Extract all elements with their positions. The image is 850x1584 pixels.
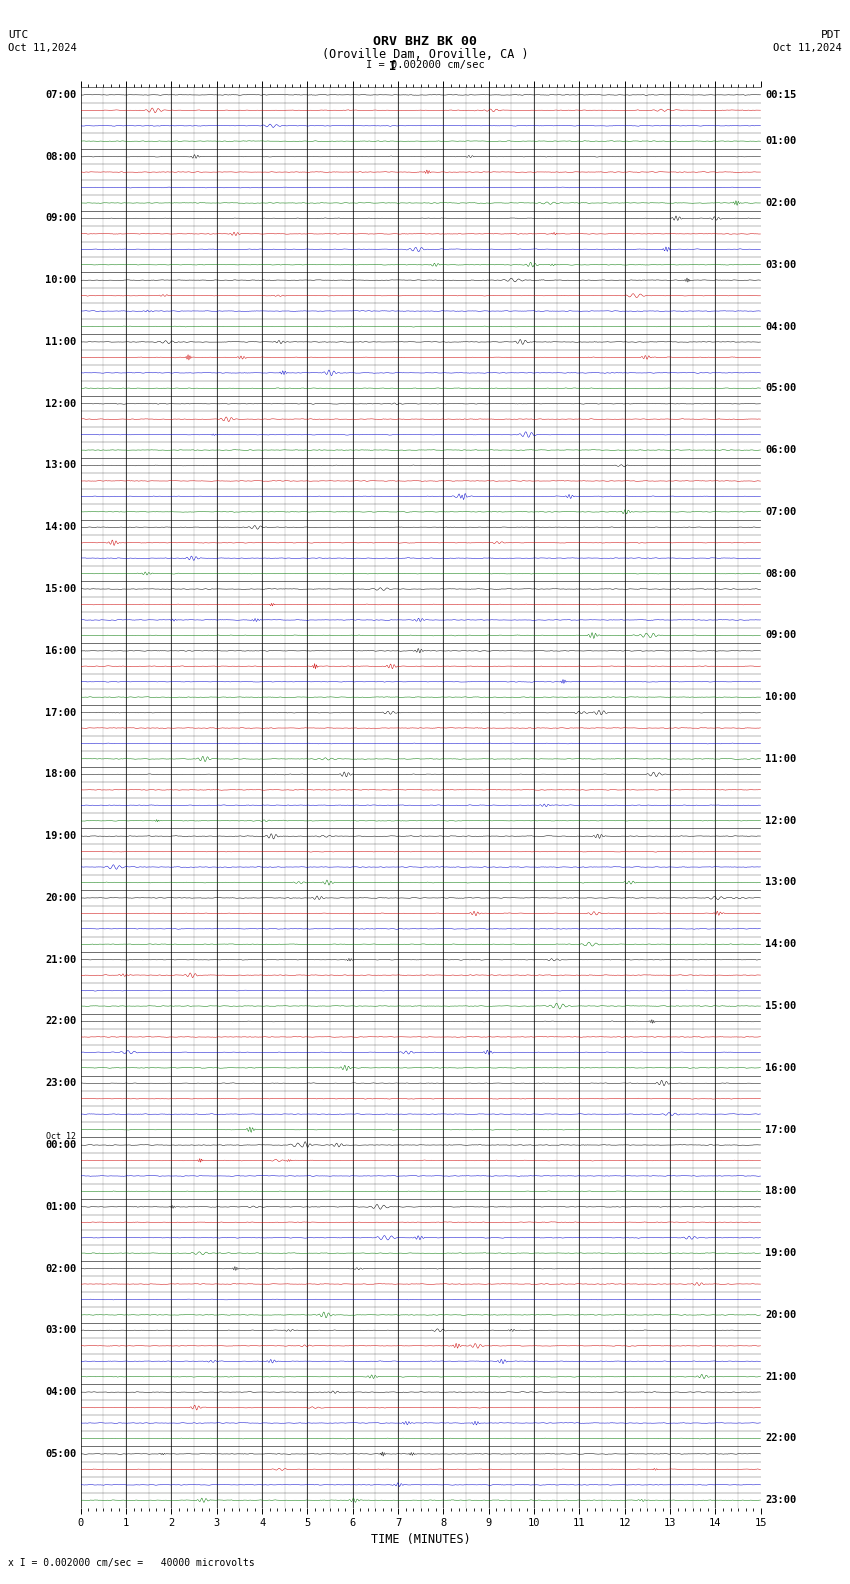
Text: 20:00: 20:00 bbox=[45, 893, 76, 903]
Text: 18:00: 18:00 bbox=[45, 770, 76, 779]
Text: 09:00: 09:00 bbox=[45, 214, 76, 223]
Text: Oct 11,2024: Oct 11,2024 bbox=[8, 43, 77, 52]
Text: 19:00: 19:00 bbox=[765, 1248, 796, 1258]
Text: 07:00: 07:00 bbox=[45, 90, 76, 100]
Text: 02:00: 02:00 bbox=[45, 1264, 76, 1274]
Text: x I = 0.002000 cm/sec =   40000 microvolts: x I = 0.002000 cm/sec = 40000 microvolts bbox=[8, 1559, 255, 1568]
Text: 12:00: 12:00 bbox=[765, 816, 796, 825]
Text: 22:00: 22:00 bbox=[45, 1017, 76, 1026]
Text: 02:00: 02:00 bbox=[765, 198, 796, 208]
Text: 05:00: 05:00 bbox=[765, 383, 796, 393]
Text: 18:00: 18:00 bbox=[765, 1186, 796, 1196]
Text: 14:00: 14:00 bbox=[765, 939, 796, 949]
Text: 13:00: 13:00 bbox=[765, 878, 796, 887]
Text: 21:00: 21:00 bbox=[45, 955, 76, 965]
Text: 21:00: 21:00 bbox=[765, 1372, 796, 1381]
Text: (Oroville Dam, Oroville, CA ): (Oroville Dam, Oroville, CA ) bbox=[321, 48, 529, 60]
Text: 20:00: 20:00 bbox=[765, 1310, 796, 1319]
Text: Oct 11,2024: Oct 11,2024 bbox=[773, 43, 842, 52]
Text: 11:00: 11:00 bbox=[45, 337, 76, 347]
Text: 07:00: 07:00 bbox=[765, 507, 796, 516]
Text: 08:00: 08:00 bbox=[765, 569, 796, 578]
Text: 04:00: 04:00 bbox=[45, 1388, 76, 1397]
Text: 15:00: 15:00 bbox=[45, 584, 76, 594]
Text: 17:00: 17:00 bbox=[45, 708, 76, 718]
Text: 04:00: 04:00 bbox=[765, 322, 796, 331]
Text: 13:00: 13:00 bbox=[45, 461, 76, 470]
X-axis label: TIME (MINUTES): TIME (MINUTES) bbox=[371, 1533, 471, 1546]
Text: 16:00: 16:00 bbox=[45, 646, 76, 656]
Text: 01:00: 01:00 bbox=[45, 1202, 76, 1212]
Text: Oct 12: Oct 12 bbox=[47, 1133, 76, 1140]
Text: 23:00: 23:00 bbox=[765, 1495, 796, 1505]
Text: 10:00: 10:00 bbox=[45, 276, 76, 285]
Text: I = 0.002000 cm/sec: I = 0.002000 cm/sec bbox=[366, 60, 484, 70]
Text: 00:00: 00:00 bbox=[45, 1140, 76, 1150]
Text: UTC: UTC bbox=[8, 30, 29, 40]
Text: 03:00: 03:00 bbox=[765, 260, 796, 269]
Text: 23:00: 23:00 bbox=[45, 1079, 76, 1088]
Text: 14:00: 14:00 bbox=[45, 523, 76, 532]
Text: ORV BHZ BK 00: ORV BHZ BK 00 bbox=[373, 35, 477, 48]
Text: 12:00: 12:00 bbox=[45, 399, 76, 409]
Text: PDT: PDT bbox=[821, 30, 842, 40]
Text: 01:00: 01:00 bbox=[765, 136, 796, 146]
Text: 15:00: 15:00 bbox=[765, 1001, 796, 1011]
Text: 16:00: 16:00 bbox=[765, 1063, 796, 1072]
Text: 10:00: 10:00 bbox=[765, 692, 796, 702]
Text: 05:00: 05:00 bbox=[45, 1449, 76, 1459]
Text: 09:00: 09:00 bbox=[765, 630, 796, 640]
Text: 08:00: 08:00 bbox=[45, 152, 76, 162]
Text: 00:15: 00:15 bbox=[765, 90, 796, 100]
Text: 03:00: 03:00 bbox=[45, 1326, 76, 1335]
Text: 17:00: 17:00 bbox=[765, 1125, 796, 1134]
Text: 06:00: 06:00 bbox=[765, 445, 796, 455]
Text: 22:00: 22:00 bbox=[765, 1434, 796, 1443]
Text: I: I bbox=[389, 60, 396, 73]
Text: 11:00: 11:00 bbox=[765, 754, 796, 763]
Text: 19:00: 19:00 bbox=[45, 832, 76, 841]
